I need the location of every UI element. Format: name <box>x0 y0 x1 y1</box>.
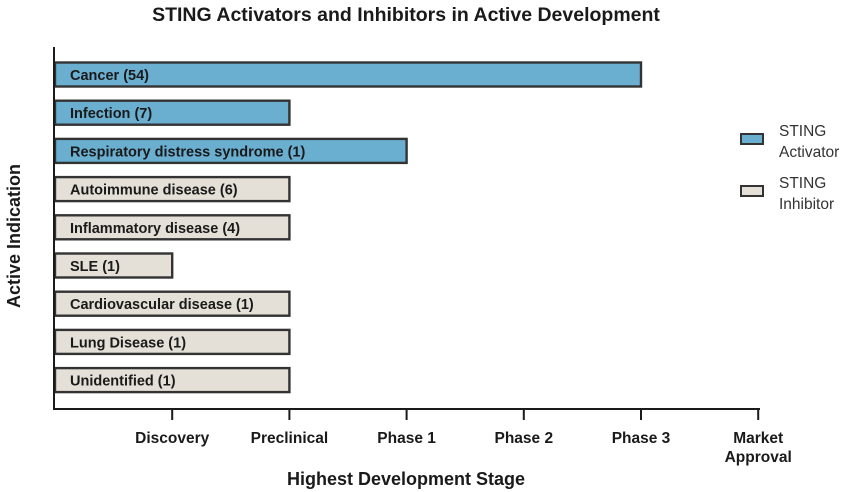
bar-label: Autoimmune disease (6) <box>70 183 238 199</box>
x-tick-label: Market <box>733 430 783 447</box>
legend-label: STING <box>779 175 826 192</box>
x-tick-label: Phase 2 <box>494 430 553 447</box>
bar-label: SLE (1) <box>70 259 120 275</box>
legend-label: Inhibitor <box>779 196 834 213</box>
legend-label: STING <box>779 123 826 140</box>
bar-label: Cancer (54) <box>70 68 149 84</box>
bar-label: Inflammatory disease (4) <box>70 221 240 237</box>
bar-label: Unidentified (1) <box>70 374 176 390</box>
x-ticks: Discovery Preclinical Phase 1 Phase 2 Phase … <box>135 409 792 466</box>
chart-title: STING Activators and Inhibitors in Activ… <box>152 4 660 26</box>
bar <box>53 137 408 165</box>
bars: Cancer (54) Infection (7) Respiratory dist… <box>53 61 643 394</box>
x-axis-title: Highest Development Stage <box>287 469 525 489</box>
bar <box>53 290 291 317</box>
bar-label: Lung Disease (1) <box>70 335 186 351</box>
x-tick-label: Approval <box>725 449 792 466</box>
legend-swatch <box>740 185 764 197</box>
bar <box>53 214 291 241</box>
bar-label: Cardiovascular disease (1) <box>70 297 254 313</box>
bar <box>53 175 291 203</box>
x-tick-label: Preclinical <box>251 430 329 447</box>
legend: STING Activator STING Inhibitor <box>740 123 839 213</box>
x-tick-label: Phase 1 <box>377 430 436 447</box>
x-tick-label: Phase 3 <box>612 430 671 447</box>
bar <box>53 99 291 126</box>
y-axis-title: Active Indication <box>4 164 24 308</box>
legend-swatch <box>740 133 764 145</box>
bar-label: Infection (7) <box>70 106 152 122</box>
x-tick-label: Discovery <box>135 430 209 447</box>
legend-label: Activator <box>779 144 839 161</box>
bar-label: Respiratory distress syndrome (1) <box>70 144 305 160</box>
